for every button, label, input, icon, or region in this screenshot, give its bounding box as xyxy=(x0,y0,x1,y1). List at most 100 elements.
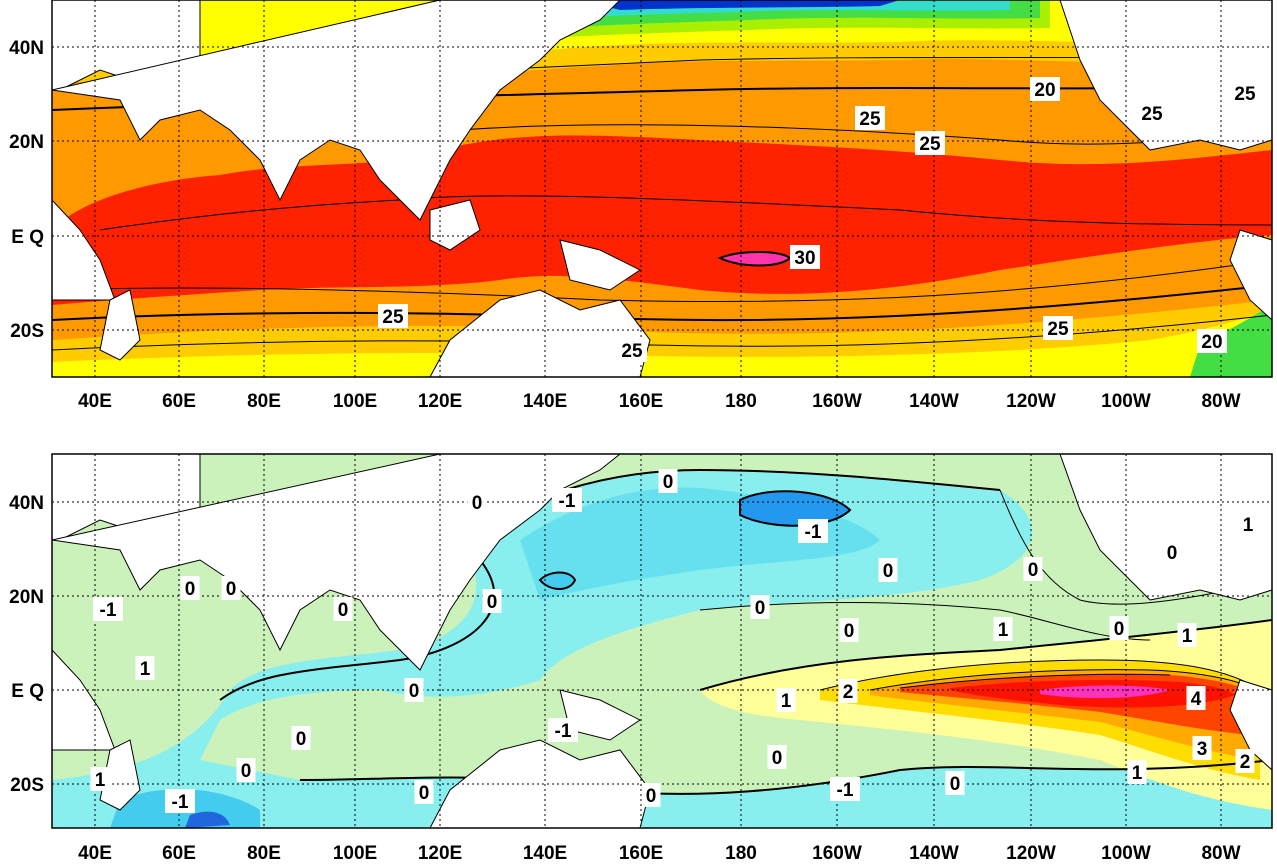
contour-label-text: 25 xyxy=(1141,104,1163,125)
contour-label-text: 2 xyxy=(843,682,854,703)
contour-label-text: 0 xyxy=(772,748,783,769)
contour-label-text: 0 xyxy=(296,729,307,750)
contour-label-text: -1 xyxy=(837,780,854,801)
contour-label: 0 xyxy=(404,678,424,702)
contour-label-text: 0 xyxy=(755,598,766,619)
contour-label-box xyxy=(378,304,408,328)
contour-label-box xyxy=(1192,736,1212,760)
contour-label-text: 1 xyxy=(1243,515,1254,536)
x-tick-label: 160W xyxy=(812,391,862,412)
contour-label-box xyxy=(333,597,353,621)
x-tick-label: 80W xyxy=(1201,391,1240,412)
contour-label: 25 xyxy=(1230,81,1260,105)
contour-label-text: 0 xyxy=(646,786,657,807)
contour-label-text: 0 xyxy=(1114,619,1125,640)
land xyxy=(52,0,1272,377)
contour-label-text: 0 xyxy=(663,472,674,493)
x-tick-label: 140E xyxy=(523,843,567,863)
contour-label-text: 20 xyxy=(1034,80,1055,101)
contour-label-box xyxy=(830,777,860,801)
contour-label-box xyxy=(221,576,241,600)
contour-label-box xyxy=(93,597,123,621)
contour-label: 20 xyxy=(1030,77,1060,101)
contour-label: 0 xyxy=(291,726,311,750)
contour-label-text: 25 xyxy=(382,307,404,328)
contour-label-box xyxy=(750,595,770,619)
x-tick-label: 180 xyxy=(725,843,757,863)
contour-label-box xyxy=(776,688,796,712)
contour-label-box xyxy=(548,718,578,742)
contour-label-box xyxy=(135,656,155,680)
contour-label: 25 xyxy=(915,131,945,155)
contour-label-text: 0 xyxy=(844,621,855,642)
y-tick-label: 40N xyxy=(9,38,44,59)
contour-label-text: -1 xyxy=(172,792,189,813)
contour-label: 4 xyxy=(1186,686,1206,710)
contour-label: 1 xyxy=(1238,512,1258,536)
contour-label: 0 xyxy=(482,589,502,613)
contour-label-text: 0 xyxy=(472,493,483,514)
contour-label-box xyxy=(855,106,885,130)
contour-label-box xyxy=(1238,512,1258,536)
contour-label-text: 30 xyxy=(794,248,815,269)
contour-label: 3 xyxy=(1192,736,1212,760)
contour-labels: 0-10-101-100000000101101240-1010000-1031… xyxy=(90,469,1258,813)
contour-label-text: 1 xyxy=(1182,626,1193,647)
contour-label-box xyxy=(482,589,502,613)
contour-label: 0 xyxy=(839,618,859,642)
contour-label-box xyxy=(878,558,898,582)
x-tick-label: 180 xyxy=(725,391,757,412)
contour-label-box xyxy=(1030,77,1060,101)
contour-label-text: 3 xyxy=(1197,739,1208,760)
contour-label-text: 0 xyxy=(226,579,237,600)
contour-label-box xyxy=(641,783,661,807)
sst-band xyxy=(52,310,1272,377)
x-tick-label: 100W xyxy=(1101,843,1151,863)
contour-label-text: 1 xyxy=(1132,763,1143,784)
x-tick-label: 120W xyxy=(1006,843,1056,863)
contour-label-text: 0 xyxy=(1028,560,1039,581)
contour-label: -1 xyxy=(830,777,860,801)
contour-label: 0 xyxy=(221,576,241,600)
contour-label: 0 xyxy=(180,576,200,600)
contour-label-text: 0 xyxy=(409,681,420,702)
contour-label-box xyxy=(617,338,647,362)
contour-label-text: 0 xyxy=(419,783,430,804)
contour-label: 1 xyxy=(993,617,1013,641)
x-tick-label: 160E xyxy=(619,391,663,412)
map-frame xyxy=(51,0,1273,378)
x-tick-label: 160W xyxy=(812,843,862,863)
contour-label: 0 xyxy=(1162,540,1182,564)
contour-label: 1 xyxy=(90,767,110,791)
contour-label-box xyxy=(467,490,487,514)
contour-label: 25 xyxy=(617,338,647,362)
contour-label: 1 xyxy=(776,688,796,712)
anom-band xyxy=(52,470,1272,828)
y-tick-label: 20N xyxy=(9,132,44,153)
sst-band xyxy=(580,0,900,10)
y-axis-labels: 40N 20N E Q 20S xyxy=(9,493,44,796)
contour-label-text: 20 xyxy=(1201,332,1222,353)
contour-label-box xyxy=(1023,557,1043,581)
contour-label-box xyxy=(1197,329,1227,353)
contour-label: 25 xyxy=(1137,101,1167,125)
contour-label: 25 xyxy=(378,304,408,328)
contour-label-text: 0 xyxy=(241,761,252,782)
contour-label-text: 0 xyxy=(1167,543,1178,564)
x-tick-label: 140W xyxy=(909,843,959,863)
contour-label-box xyxy=(180,576,200,600)
x-tick-label: 120W xyxy=(1006,391,1056,412)
contour-label-box xyxy=(1177,623,1197,647)
x-axis-labels: 40E 60E 80E 100E 120E 140E 160E 180 160W 140W 120W… xyxy=(78,843,1241,864)
y-tick-label: 40N xyxy=(9,493,44,514)
x-tick-label: 120E xyxy=(418,843,462,863)
contour-label: -1 xyxy=(548,718,578,742)
contour-label: 0 xyxy=(767,745,787,769)
y-axis-labels: 40N 20N E Q 20S xyxy=(9,38,44,342)
contour-label-box xyxy=(236,758,256,782)
y-tick-label: E Q xyxy=(11,227,44,248)
contour-label: 25 xyxy=(1043,316,1073,340)
contour-label-box xyxy=(915,131,945,155)
contour-label-text: 1 xyxy=(95,770,106,791)
contour-label: 1 xyxy=(1127,760,1147,784)
